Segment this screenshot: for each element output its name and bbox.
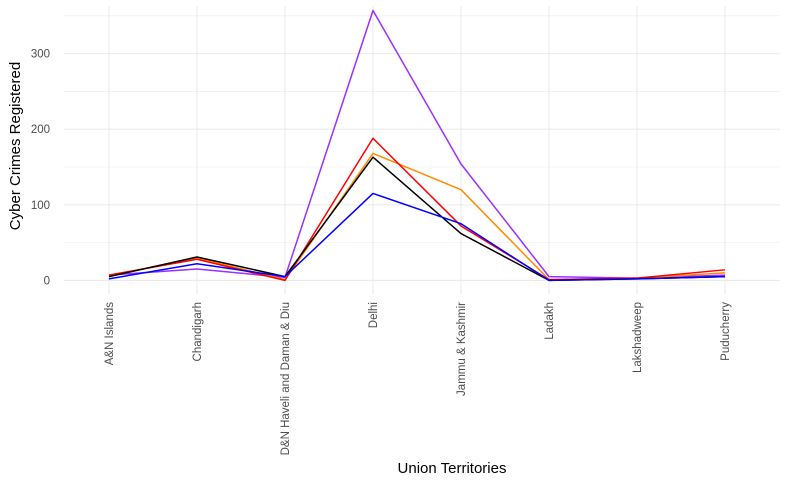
x-tick-labels: A&N Islands Chandigarh D&N Haveli and Dama… xyxy=(104,302,732,456)
y-tick-label: 200 xyxy=(31,124,50,136)
x-axis-title: Union Territories xyxy=(398,460,507,477)
x-tick-label: A&N Islands xyxy=(104,302,116,366)
x-tick-label: Lakshadweep xyxy=(632,302,644,373)
y-tick-label: 300 xyxy=(31,49,50,61)
y-tick-labels: 0 100 200 300 xyxy=(31,49,50,288)
y-tick-label: 100 xyxy=(31,200,50,212)
series-line xyxy=(108,192,726,282)
y-tick-label: 0 xyxy=(44,275,50,287)
x-tick-label: D&N Haveli and Daman & Diu xyxy=(280,302,292,455)
series-line xyxy=(108,9,726,279)
x-tick-label: Puducherry xyxy=(720,302,732,361)
x-tick-label: Delhi xyxy=(368,302,380,328)
gridlines xyxy=(64,6,780,294)
series-line xyxy=(108,137,726,282)
series-lines xyxy=(108,9,726,282)
x-tick-label: Jammu & Kashmir xyxy=(456,302,468,396)
x-tick-label: Chandigarh xyxy=(192,302,204,361)
x-tick-label: Ladakh xyxy=(544,302,556,340)
y-axis-title: Cyber Crimes Registered xyxy=(7,62,24,230)
series-line xyxy=(108,156,726,282)
